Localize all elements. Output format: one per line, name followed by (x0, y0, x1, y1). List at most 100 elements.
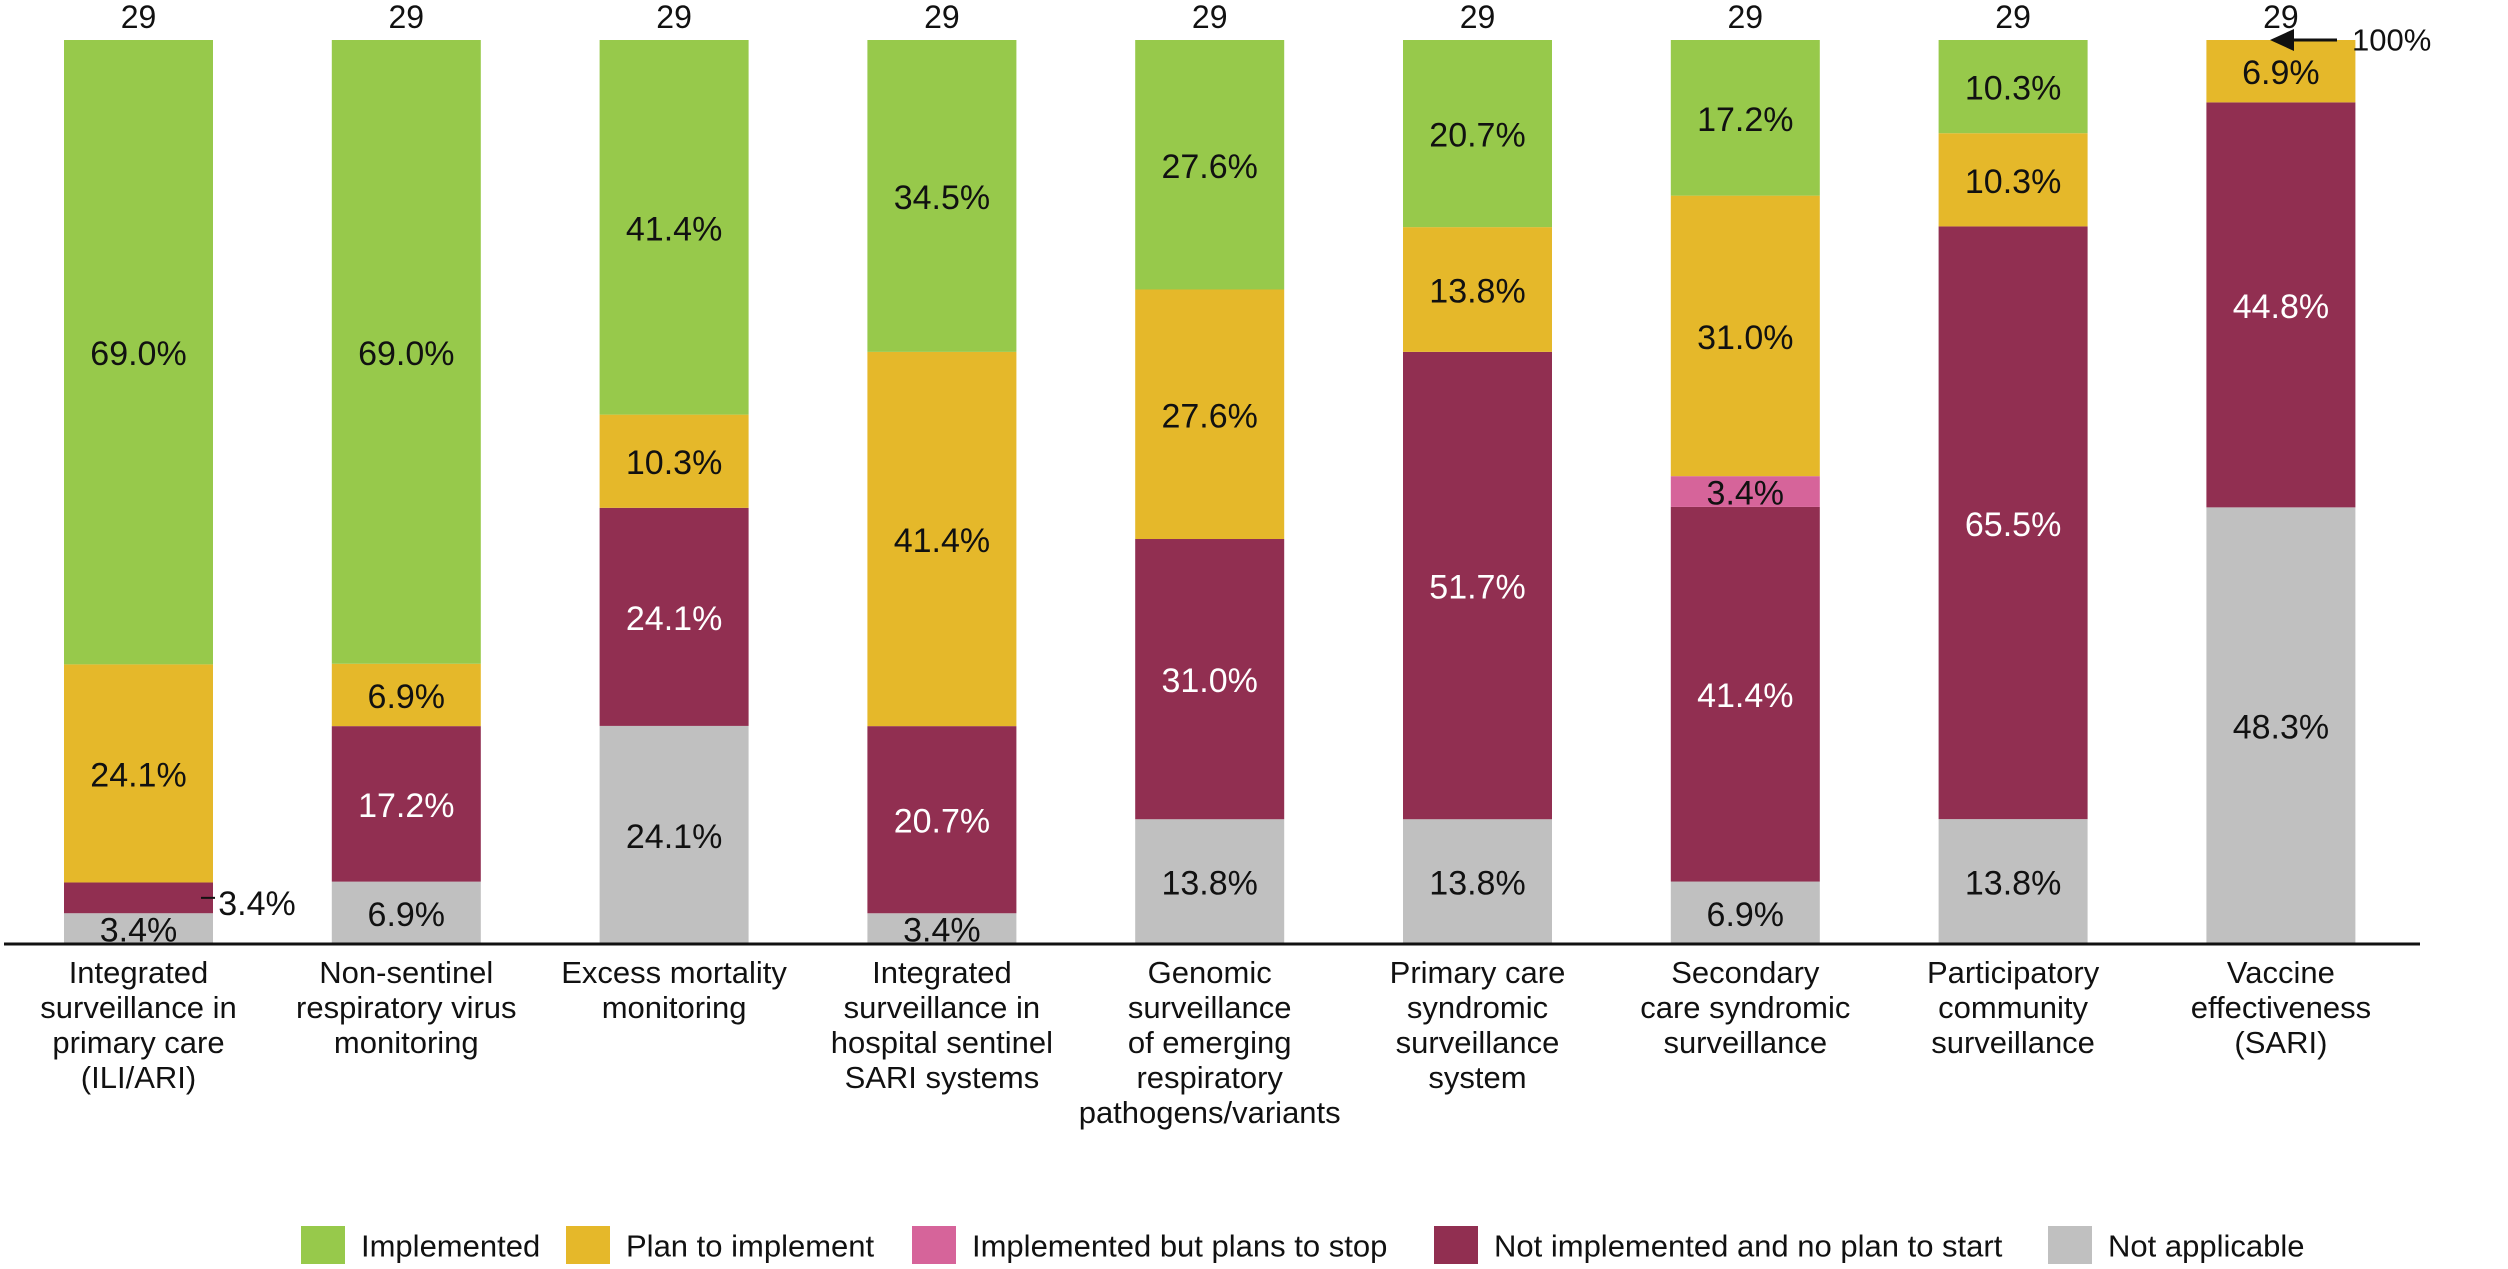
n-label: 29 (2263, 0, 2299, 35)
category-label-line: respiratory (1136, 1060, 1283, 1095)
bar-segment (1670, 506, 1820, 882)
category-label: Participatory community surveillance (1927, 955, 2100, 1060)
annotation-label: 100% (2352, 23, 2431, 58)
category-label-line: Integrated (69, 955, 209, 990)
bar-segment (867, 913, 1017, 944)
legend-label: Implemented but plans to stop (972, 1229, 1387, 1264)
data-label: 48.3% (2233, 709, 2329, 747)
data-label: 41.4% (1697, 677, 1793, 715)
legend-item: Implemented but plans to stop (912, 1226, 1387, 1264)
legend-item: Implemented (301, 1226, 540, 1264)
bar-segment (64, 664, 213, 883)
bar-segment (1670, 881, 1820, 944)
bar-segment (1403, 351, 1552, 820)
bar-segment (1938, 819, 2088, 944)
n-label: 29 (389, 0, 425, 35)
data-label: 44.8% (2233, 288, 2329, 326)
category-label-line: monitoring (602, 990, 747, 1025)
bar-segment (867, 726, 1017, 914)
data-label: 24.1% (626, 818, 722, 856)
category-label-line: hospital sentinel (831, 1025, 1053, 1060)
data-label: 17.2% (1697, 101, 1793, 139)
bar-segment (599, 507, 749, 726)
data-label: 10.3% (1965, 70, 2061, 108)
legend: Implemented Plan to implement Implemented … (301, 1226, 2304, 1264)
data-label: 31.0% (1697, 319, 1793, 357)
legend-item: Plan to implement (566, 1226, 875, 1264)
bar-segment (867, 351, 1017, 727)
data-label: 27.6% (1161, 148, 1257, 186)
category-label-line: Secondary (1671, 955, 1820, 990)
data-label: 69.0% (358, 335, 454, 373)
legend-swatch (2048, 1226, 2092, 1264)
category-label-line: syndromic (1407, 990, 1548, 1025)
bar-group: 13.8% 51.7% 13.8% 20.7% 29 Primary care syndro… (1390, 0, 1566, 1095)
category-label-line: surveillance (1396, 1025, 1560, 1060)
bar-segment (867, 40, 1017, 352)
arrow-head (2270, 29, 2294, 51)
category-label-line: (SARI) (2234, 1025, 2327, 1060)
category-label-line: surveillance (1663, 1025, 1827, 1060)
bar-segment (599, 40, 749, 415)
data-label: 51.7% (1429, 569, 1525, 607)
legend-item: Not implemented and no plan to start (1434, 1226, 2003, 1264)
legend-item: Not applicable (2048, 1226, 2304, 1264)
legend-label: Implemented (361, 1229, 540, 1264)
category-label-line: surveillance (1931, 1025, 2095, 1060)
bar-segment (331, 726, 481, 882)
category-label-line: Non-sentinel (319, 955, 493, 990)
bar-group: 6.9% 17.2% 6.9% 69.0% 29 Non-sentinel respirat… (296, 0, 517, 1060)
bar-segment (1135, 40, 1285, 290)
bar-segment (1135, 539, 1285, 820)
bar-segment (1670, 40, 1820, 196)
legend-label: Plan to implement (626, 1229, 875, 1264)
bar-segment (1938, 40, 2088, 134)
bar-group: 24.1% 24.1% 10.3% 41.4% 29 Excess mortality mo… (561, 0, 787, 1025)
n-label: 29 (656, 0, 692, 35)
n-label: 29 (1460, 0, 1496, 35)
bar-segment (64, 882, 213, 914)
category-label-line: effectiveness (2191, 990, 2371, 1025)
data-label: 20.7% (1429, 117, 1525, 155)
n-label: 29 (924, 0, 960, 35)
legend-label: Not implemented and no plan to start (1494, 1229, 2003, 1264)
data-label: 6.9% (2242, 54, 2320, 92)
category-label-line: pathogens/variants (1079, 1095, 1341, 1130)
bar-segment (1938, 226, 2088, 820)
data-label: 24.1% (626, 600, 722, 638)
category-label: Secondary care syndromic surveillance (1640, 955, 1850, 1060)
bar-segment (1135, 819, 1285, 944)
category-label-line: Participatory (1927, 955, 2100, 990)
bar-segment (331, 881, 481, 944)
category-label: Vaccine effectiveness (SARI) (2191, 955, 2371, 1060)
bar-segment (1670, 195, 1820, 477)
category-label-line: monitoring (334, 1025, 479, 1060)
category-label: Integrated surveillance in hospital sentin… (831, 955, 1053, 1095)
category-label-line: of emerging (1128, 1025, 1292, 1060)
category-label-line: Integrated (872, 955, 1012, 990)
data-label: 10.3% (626, 444, 722, 482)
category-label-line: primary care (52, 1025, 224, 1060)
category-label-line: surveillance in (40, 990, 236, 1025)
data-label: 6.9% (368, 896, 446, 934)
category-label-line: Genomic (1148, 955, 1272, 990)
bar-segment (599, 725, 749, 944)
bar-segment (2206, 102, 2356, 508)
data-label: 6.9% (368, 678, 446, 716)
bar-segment (1670, 476, 1820, 507)
data-label: 65.5% (1965, 506, 2061, 544)
data-label: 13.8% (1161, 865, 1257, 903)
bar-segment (2206, 40, 2356, 103)
bar-segment (1403, 227, 1552, 352)
legend-swatch (1434, 1226, 1478, 1264)
legend-swatch (301, 1226, 345, 1264)
data-label: 69.0% (90, 335, 186, 373)
data-label: 3.4% (218, 885, 296, 923)
category-label-line: Excess mortality (561, 955, 787, 990)
category-label: Non-sentinel respiratory virus monitoring (296, 955, 517, 1060)
data-label: 27.6% (1161, 397, 1257, 435)
category-label: Integrated surveillance in primary care (IL… (40, 955, 236, 1095)
data-label: 24.1% (90, 756, 186, 794)
